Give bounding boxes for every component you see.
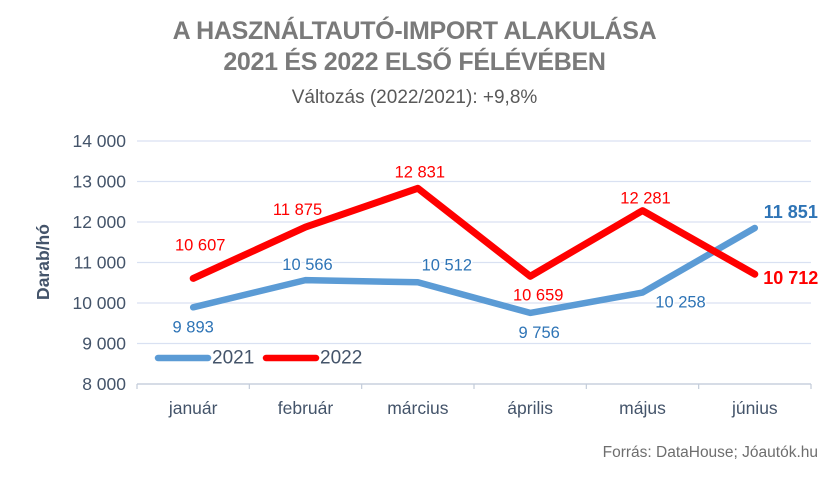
y-tick-label: 10 000 bbox=[72, 293, 126, 313]
legend: 2021 2022 bbox=[154, 348, 362, 369]
y-axis-labels: 8 000 9 000 10 000 11 000 12 000 13 000 14 000 bbox=[72, 131, 126, 394]
x-tick-label: április bbox=[507, 398, 553, 418]
data-label: 10 258 bbox=[655, 294, 705, 312]
chart-title-line2: 2021 ÉS 2022 ELSŐ FÉLÉVÉBEN bbox=[223, 48, 606, 76]
data-label: 12 281 bbox=[620, 190, 670, 208]
chart-title-line1: A HASZNÁLTAUTÓ-IMPORT ALAKULÁSA bbox=[172, 17, 657, 45]
source-note: Forrás: DataHouse; Jóautók.hu bbox=[602, 444, 818, 461]
data-label: 10 607 bbox=[175, 236, 225, 254]
y-tick-label: 13 000 bbox=[72, 172, 126, 192]
chart-title: A HASZNÁLTAUTÓ-IMPORT ALAKULÁSA 2021 ÉS … bbox=[0, 16, 829, 78]
data-label: 9 756 bbox=[519, 324, 560, 342]
data-labels-2021: 9 893 10 566 10 512 9 756 10 258 11 851 bbox=[171, 201, 819, 344]
x-tick-label: február bbox=[278, 398, 334, 418]
data-labels-2022: 10 607 11 875 12 831 10 659 12 281 10 712 bbox=[173, 162, 819, 306]
legend-label-2021: 2021 bbox=[212, 348, 254, 369]
data-label: 11 875 bbox=[273, 201, 322, 219]
x-tick-label: május bbox=[619, 398, 666, 418]
y-axis-title: Darab/hó bbox=[33, 224, 53, 300]
y-tick-label: 9 000 bbox=[82, 334, 126, 354]
data-label: 12 831 bbox=[395, 163, 445, 181]
x-axis-labels: január február március április május június bbox=[168, 398, 778, 418]
data-label: 9 893 bbox=[173, 318, 214, 336]
series-line-2022 bbox=[189, 184, 759, 282]
x-tick-label: március bbox=[387, 398, 449, 418]
data-label: 10 512 bbox=[422, 256, 472, 274]
x-tick-label: január bbox=[168, 398, 218, 418]
x-tick-label: június bbox=[731, 398, 778, 418]
chart-subtitle: Változás (2022/2021): +9,8% bbox=[291, 87, 538, 108]
data-label: 10 659 bbox=[513, 286, 563, 304]
data-label: 10 712 bbox=[763, 268, 818, 288]
y-tick-label: 14 000 bbox=[72, 131, 126, 151]
y-tick-label: 11 000 bbox=[74, 253, 126, 273]
legend-label-2022: 2022 bbox=[320, 348, 362, 369]
data-label: 10 566 bbox=[282, 256, 332, 274]
data-label: 11 851 bbox=[764, 202, 818, 222]
y-tick-label: 8 000 bbox=[82, 374, 126, 394]
y-tick-label: 12 000 bbox=[72, 212, 126, 232]
x-axis bbox=[136, 383, 812, 389]
series-line-2021 bbox=[189, 224, 759, 317]
